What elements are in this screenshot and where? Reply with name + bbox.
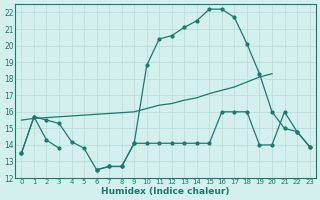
X-axis label: Humidex (Indice chaleur): Humidex (Indice chaleur) bbox=[101, 187, 230, 196]
